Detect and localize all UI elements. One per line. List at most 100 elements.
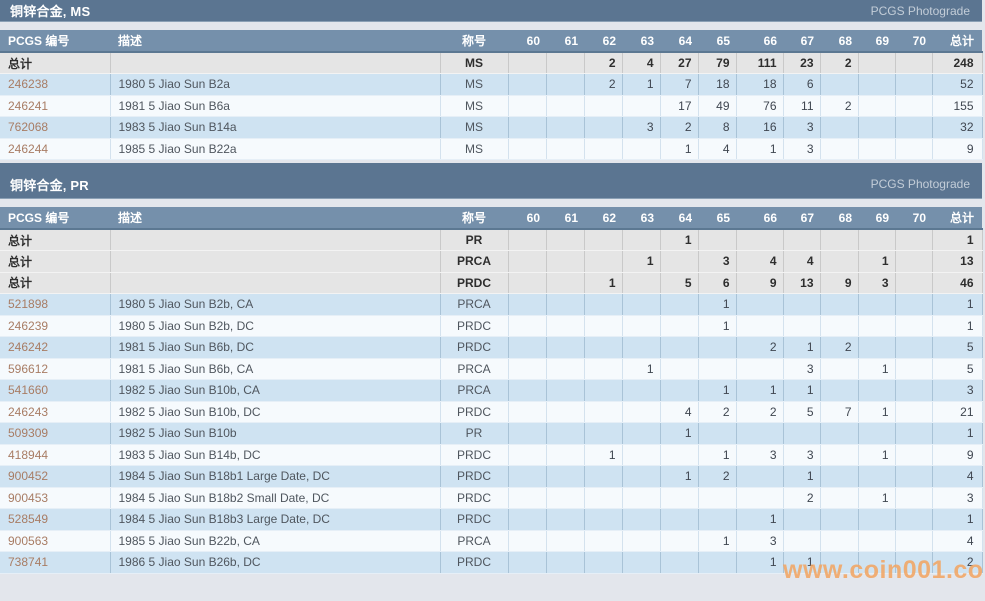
pcgs-number-link[interactable]: 900453 bbox=[8, 490, 49, 505]
grade-count-cell bbox=[546, 465, 585, 488]
grade-count-cell: 3 bbox=[736, 530, 784, 552]
designation-cell: PRCA bbox=[440, 379, 509, 402]
grade-count-cell bbox=[546, 52, 585, 74]
grade-count-cell: 16 bbox=[736, 116, 784, 139]
total-header: 总计 bbox=[932, 30, 982, 53]
grade-count-cell: 2 bbox=[698, 401, 737, 423]
pcgs-number-link[interactable]: 509309 bbox=[8, 426, 49, 441]
grade-header: 63 bbox=[622, 30, 660, 53]
grade-count-cell bbox=[698, 508, 737, 531]
grade-count-cell bbox=[660, 336, 699, 359]
pcgs-number-cell: 900452 bbox=[0, 465, 111, 488]
pcgs-number-cell: 521898 bbox=[0, 293, 111, 316]
grade-count-cell bbox=[698, 422, 737, 445]
grade-count-cell bbox=[508, 508, 547, 531]
grade-count-cell bbox=[584, 250, 623, 273]
description-cell: 1982 5 Jiao Sun B10b, CA bbox=[110, 379, 441, 402]
pcgs-number-link[interactable]: 900452 bbox=[8, 469, 49, 484]
pcgs-number-link[interactable]: 246244 bbox=[8, 141, 49, 156]
grade-count-cell bbox=[698, 358, 737, 380]
pcgs-number-link[interactable]: 738741 bbox=[8, 555, 49, 570]
grade-header: 60 bbox=[508, 207, 546, 230]
description-cell: 1983 5 Jiao Sun B14b, DC bbox=[110, 444, 441, 466]
total-count-cell: 13 bbox=[932, 250, 983, 273]
grade-count-cell: 1 bbox=[858, 487, 896, 509]
description-cell bbox=[110, 272, 441, 294]
pcgs-number-header: PCGS 编号 bbox=[0, 30, 110, 53]
grade-count-cell bbox=[895, 401, 933, 423]
pcgs-number-link[interactable]: 246241 bbox=[8, 98, 49, 113]
grade-count-cell: 1 bbox=[660, 465, 699, 488]
grade-count-cell bbox=[858, 293, 896, 316]
grade-count-cell: 2 bbox=[660, 116, 699, 139]
pcgs-number-cell: 246243 bbox=[0, 401, 111, 423]
grade-count-cell: 1 bbox=[698, 530, 737, 552]
pcgs-number-link[interactable]: 246239 bbox=[8, 318, 49, 333]
grade-count-cell bbox=[858, 116, 896, 139]
grade-count-cell bbox=[895, 422, 933, 445]
description-cell: 1981 5 Jiao Sun B6b, DC bbox=[110, 336, 441, 359]
grade-count-cell bbox=[660, 551, 699, 574]
pcgs-number-cell: 900563 bbox=[0, 530, 111, 552]
grade-count-cell: 23 bbox=[783, 52, 821, 74]
table-row: 509309 1982 5 Jiao Sun B10b PR 1 1 bbox=[0, 422, 983, 445]
grade-count-cell bbox=[584, 336, 623, 359]
pcgs-number-link[interactable]: 541660 bbox=[8, 383, 49, 398]
photograde-link[interactable]: PCGS Photograde bbox=[870, 177, 970, 191]
grade-count-cell: 1 bbox=[584, 444, 623, 466]
grade-count-cell: 2 bbox=[584, 73, 623, 96]
pcgs-number-link[interactable]: 521898 bbox=[8, 297, 49, 312]
grade-count-cell bbox=[508, 293, 547, 316]
grade-count-cell bbox=[546, 551, 585, 574]
pcgs-number-link[interactable]: 246242 bbox=[8, 340, 49, 355]
grade-count-cell bbox=[820, 530, 859, 552]
pcgs-number-cell: 738741 bbox=[0, 551, 111, 574]
section-header: 铜锌合金, PR PCGS Photograde bbox=[0, 163, 982, 199]
photograde-link[interactable]: PCGS Photograde bbox=[870, 3, 970, 18]
designation-cell: PRCA bbox=[440, 293, 509, 316]
total-count-cell: 3 bbox=[932, 487, 983, 509]
table-row: 762068 1983 5 Jiao Sun B14a MS 3 2 8 16 3 32 bbox=[0, 116, 983, 139]
pcgs-number-link[interactable]: 246243 bbox=[8, 404, 49, 419]
grade-count-cell bbox=[508, 551, 547, 574]
pcgs-number-link[interactable]: 900563 bbox=[8, 533, 49, 548]
grade-count-cell: 1 bbox=[698, 293, 737, 316]
pcgs-number-link[interactable]: 418944 bbox=[8, 447, 49, 462]
pcgs-number-link[interactable]: 762068 bbox=[8, 120, 49, 135]
description-cell: 1981 5 Jiao Sun B6a bbox=[110, 95, 441, 117]
grade-count-cell bbox=[508, 229, 547, 251]
grade-count-cell bbox=[895, 138, 933, 160]
grade-count-cell: 5 bbox=[660, 272, 699, 294]
total-row: 总计 PRDC 1 5 6 9 13 9 3 46 bbox=[0, 272, 983, 294]
grade-count-cell: 2 bbox=[584, 52, 623, 74]
total-count-cell: 3 bbox=[932, 379, 983, 402]
grade-count-cell bbox=[622, 487, 661, 509]
description-cell: 1982 5 Jiao Sun B10b, DC bbox=[110, 401, 441, 423]
grade-count-cell bbox=[895, 530, 933, 552]
grade-count-cell bbox=[783, 229, 821, 251]
pcgs-number-link[interactable]: 596612 bbox=[8, 361, 49, 376]
table-row: 738741 1986 5 Jiao Sun B26b, DC PRDC 1 1 2 bbox=[0, 551, 983, 574]
grade-count-cell: 1 bbox=[783, 336, 821, 359]
grade-header: 60 bbox=[508, 30, 546, 53]
grade-count-cell bbox=[895, 272, 933, 294]
grade-count-cell: 13 bbox=[783, 272, 821, 294]
total-count-cell: 1 bbox=[932, 508, 983, 531]
grade-count-cell bbox=[622, 401, 661, 423]
grade-count-cell bbox=[783, 508, 821, 531]
description-header: 描述 bbox=[110, 30, 440, 53]
total-count-cell: 21 bbox=[932, 401, 983, 423]
grade-count-cell bbox=[546, 73, 585, 96]
total-label: 总计 bbox=[8, 254, 33, 269]
grade-count-cell: 3 bbox=[698, 250, 737, 273]
grade-count-cell: 1 bbox=[660, 138, 699, 160]
pcgs-number-link[interactable]: 528549 bbox=[8, 512, 49, 527]
pcgs-number-link[interactable]: 246238 bbox=[8, 77, 49, 92]
grade-count-cell: 3 bbox=[783, 138, 821, 160]
grade-count-cell bbox=[736, 487, 784, 509]
pcgs-number-cell: 总计 bbox=[0, 272, 111, 294]
grade-count-cell bbox=[858, 508, 896, 531]
grade-count-cell: 1 bbox=[698, 444, 737, 466]
grade-count-cell bbox=[858, 336, 896, 359]
table-row: 246244 1985 5 Jiao Sun B22a MS 1 4 1 3 9 bbox=[0, 138, 983, 160]
